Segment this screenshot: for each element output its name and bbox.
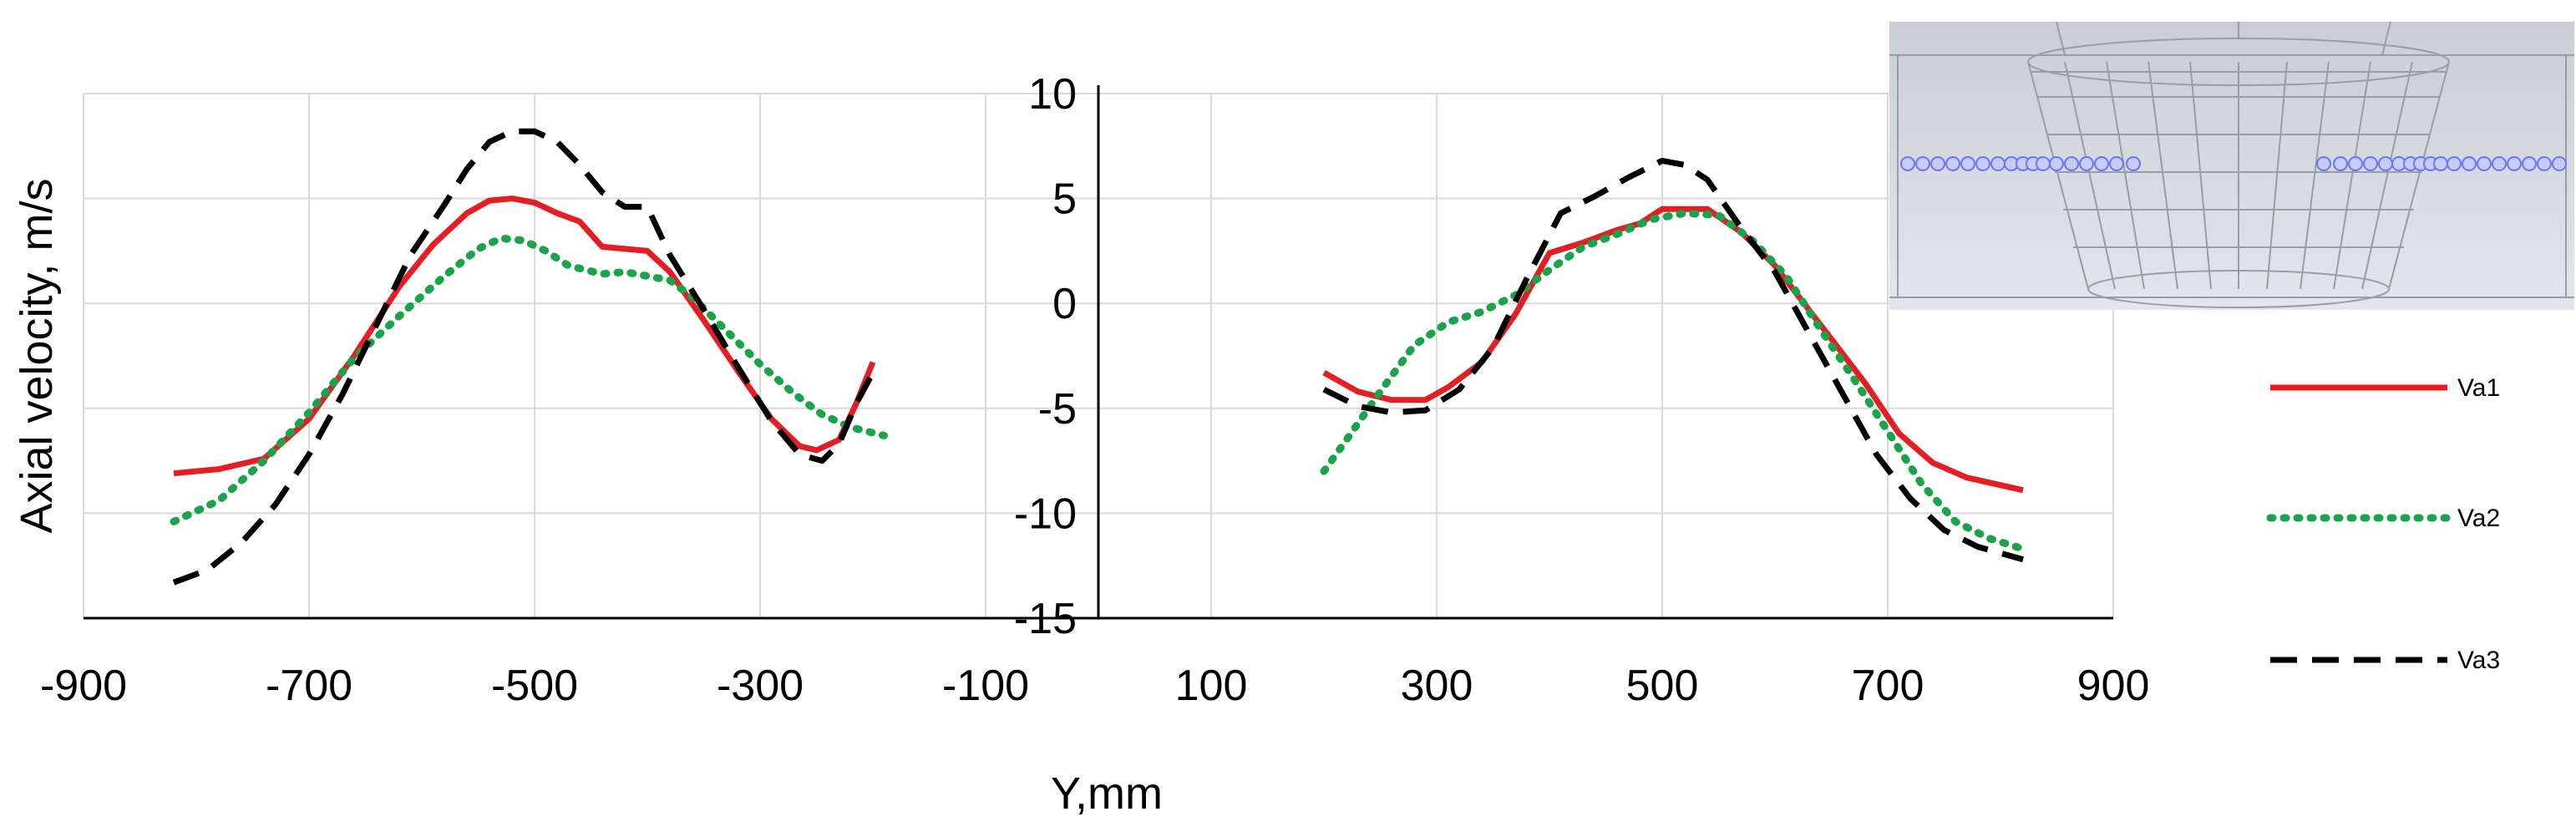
legend-label: Va1 xyxy=(2457,374,2500,402)
y-axis-title: Axial velocity, m/s xyxy=(12,178,62,533)
legend-label: Va3 xyxy=(2457,647,2500,674)
x-tick-label: 100 xyxy=(1175,662,1248,710)
y-tick-label: -10 xyxy=(1014,490,1077,538)
y-tick-label: 5 xyxy=(1052,175,1077,224)
series-lines xyxy=(170,128,2027,586)
x-tick-label: 500 xyxy=(1626,662,1699,710)
x-tick-label: -100 xyxy=(942,662,1029,710)
x-tick-label: 700 xyxy=(1852,662,1924,710)
y-tick-label: 10 xyxy=(1028,70,1077,119)
legend-label: Va2 xyxy=(2457,505,2500,532)
series-va2-line-left xyxy=(170,234,888,525)
x-tick-label: 300 xyxy=(1401,662,1473,710)
y-tick-label: -5 xyxy=(1038,385,1077,434)
legend: Va1 Va2 Va3 xyxy=(2266,374,2500,674)
legend-item-va1: Va1 xyxy=(2270,374,2500,402)
legend-item-va2: Va2 xyxy=(2266,505,2500,532)
x-tick-label: -500 xyxy=(491,662,578,710)
axes xyxy=(84,85,2113,620)
cage-model-icon xyxy=(1889,22,2574,310)
series-va2-line-right xyxy=(1320,209,2027,553)
x-tick-label: -700 xyxy=(266,662,352,710)
series-va3-line-left xyxy=(172,128,876,586)
tick-labels: -900 -700 -500 -300 -100 100 300 500 700 900 10 5 0 -… xyxy=(40,70,2149,710)
series-va3-line-right xyxy=(1322,157,2024,563)
y-tick-label: -15 xyxy=(1014,595,1077,643)
y-tick-label: 0 xyxy=(1052,280,1077,328)
x-tick-label: -900 xyxy=(40,662,127,710)
x-axis-title: Y,mm xyxy=(1051,769,1163,819)
legend-item-va3: Va3 xyxy=(2270,647,2500,674)
x-tick-label: -300 xyxy=(717,662,804,710)
series-va1-line-left xyxy=(173,195,876,477)
cage-model-image xyxy=(1889,22,2574,310)
x-tick-label: 900 xyxy=(2077,662,2150,710)
